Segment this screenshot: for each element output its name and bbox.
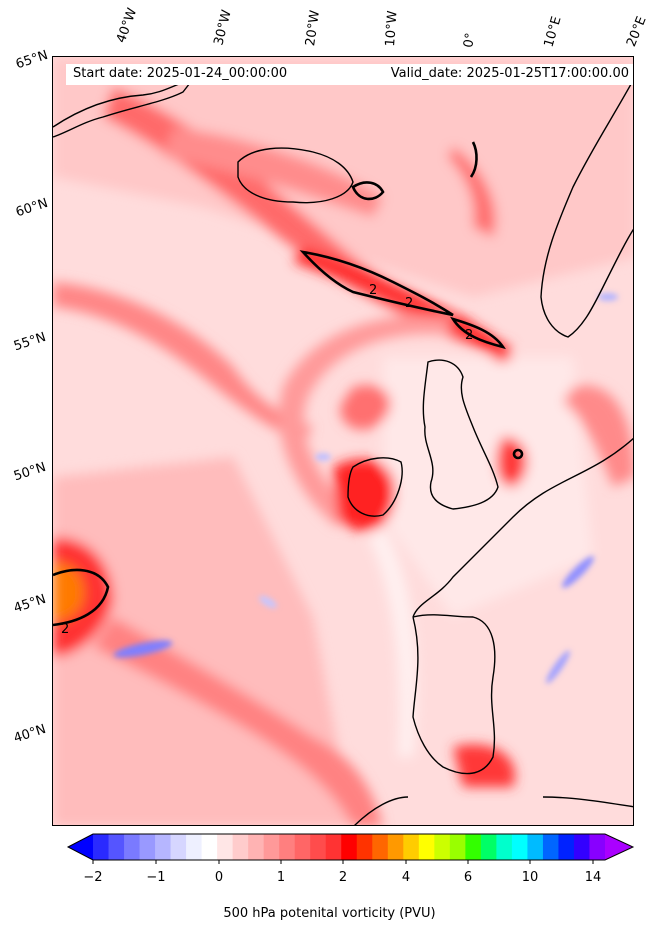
- colorbar-segment: [418, 834, 435, 860]
- cbar-tick-neg2: −2: [83, 870, 103, 885]
- colorbar-segment: [341, 834, 358, 860]
- colorbar-segment: [325, 834, 342, 860]
- cbar-tick-0: 0: [214, 870, 224, 885]
- colorbar-segment: [403, 834, 420, 860]
- cbar-tick-4: 4: [401, 870, 411, 885]
- lon-label-20w: 20°W: [303, 9, 323, 47]
- cbar-tick-neg1: −1: [146, 870, 166, 885]
- cbar-tick-10: 10: [521, 870, 539, 885]
- colorbar-segment: [449, 834, 466, 860]
- pv-map: 2 2 2 2: [52, 56, 634, 826]
- lon-label-0: 0°: [461, 31, 479, 49]
- contour-label-2: 2: [405, 296, 413, 311]
- colorbar-label: 500 hPa potenital vorticity (PVU): [223, 906, 436, 921]
- colorbar-segment: [511, 834, 529, 860]
- lon-label-10e: 10°E: [541, 14, 565, 49]
- start-date: Start date: 2025-01-24_00:00:00: [73, 66, 288, 81]
- cbar-tick-14: 14: [584, 870, 602, 885]
- lon-label-10w: 10°W: [383, 10, 401, 47]
- colorbar-extend-max: [605, 834, 633, 860]
- lon-label-40w: 40°W: [113, 6, 141, 45]
- coastlines: [53, 77, 633, 825]
- contour-label-4: 2: [61, 622, 69, 637]
- cbar-tick-1: 1: [276, 870, 286, 885]
- lon-label-30w: 30°W: [211, 8, 235, 47]
- colorbar-segment: [496, 834, 513, 860]
- colorbar-segment: [279, 834, 296, 860]
- cbar-tick-6: 6: [463, 870, 473, 885]
- colorbar-segment: [465, 834, 482, 860]
- negative-pv-patches: [113, 293, 618, 684]
- colorbar-segment: [310, 834, 327, 860]
- colorbar-segment: [542, 834, 560, 860]
- colorbar-segment: [93, 834, 110, 860]
- lat-label-45n: 45°N: [12, 591, 48, 617]
- contour-label-1: 2: [369, 283, 377, 298]
- colorbar-segment: [480, 834, 497, 860]
- lat-label-60n: 60°N: [14, 195, 50, 221]
- colorbar-segment: [108, 834, 125, 860]
- pv-field-svg: 2 2 2 2: [53, 57, 633, 825]
- pv-field-shading: [53, 57, 633, 825]
- colorbar-segment: [573, 834, 591, 860]
- colorbar-segment: [170, 834, 187, 860]
- cbar-tick-2: 2: [338, 870, 348, 885]
- header-bar: Start date: 2025-01-24_00:00:00 Valid_da…: [66, 64, 633, 85]
- contour-label-3: 2: [465, 328, 473, 343]
- colorbar-segment: [294, 834, 311, 860]
- lat-label-40n: 40°N: [12, 721, 48, 747]
- colorbar-segment: [124, 834, 141, 860]
- colorbar-segment: [217, 834, 234, 860]
- lat-label-55n: 55°N: [12, 329, 48, 355]
- colorbar-segment: [434, 834, 451, 860]
- colorbar-segment: [186, 834, 203, 860]
- colorbar-segment: [201, 834, 218, 860]
- colorbar-segment: [372, 834, 389, 860]
- valid-date: Valid_date: 2025-01-25T17:00:00.00: [390, 66, 629, 81]
- colorbar-segment: [589, 834, 606, 860]
- lon-label-20e: 20°E: [624, 14, 650, 49]
- lat-label-50n: 50°N: [12, 459, 48, 485]
- colorbar-segment: [232, 834, 249, 860]
- colorbar-extend-min: [68, 834, 93, 860]
- colorbar: [66, 833, 635, 864]
- colorbar-segment: [558, 834, 575, 860]
- colorbar-segment: [263, 834, 280, 860]
- pv-2-contours: [53, 141, 524, 627]
- colorbar-segment: [527, 834, 544, 860]
- colorbar-segment: [155, 834, 172, 860]
- lat-label-65n: 65°N: [14, 47, 50, 73]
- colorbar-segment: [387, 834, 404, 860]
- colorbar-segment: [248, 834, 265, 860]
- colorbar-segment: [356, 834, 373, 860]
- colorbar-segment: [139, 834, 156, 860]
